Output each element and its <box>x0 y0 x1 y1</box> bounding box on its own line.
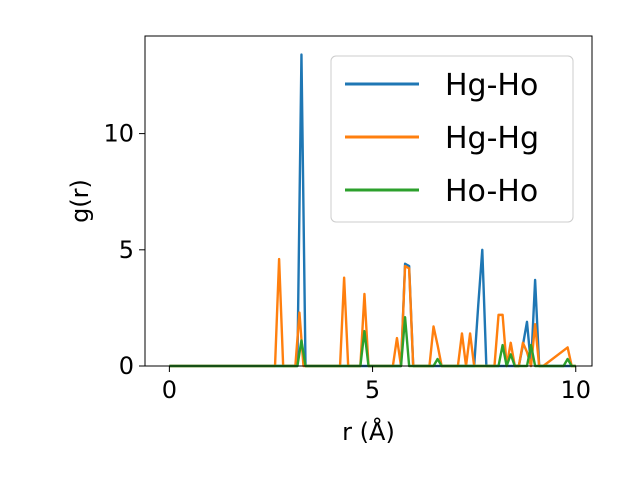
legend-label-hg-ho: Hg-Ho <box>445 68 538 103</box>
x-tick-label: 10 <box>560 376 591 404</box>
series-line-hg-hg <box>169 257 576 368</box>
plot-frame <box>144 35 593 367</box>
axes-layer: 0 5 10 0 5 10 r (Å) g(r) <box>66 35 593 446</box>
legend: Hg-Ho Hg-Hg Ho-Ho <box>330 55 574 223</box>
series-line-ho-ho <box>169 316 576 368</box>
legend-box <box>330 55 574 223</box>
y-axis-label: g(r) <box>66 179 94 223</box>
y-tick-label: 0 <box>119 352 134 380</box>
y-tick-label: 10 <box>103 120 134 148</box>
x-tick-label: 5 <box>365 376 380 404</box>
x-axis-label: r (Å) <box>342 417 395 446</box>
y-tick-label: 5 <box>119 236 134 264</box>
legend-label-hg-hg: Hg-Hg <box>445 121 539 156</box>
x-tick-label: 0 <box>162 376 177 404</box>
legend-label-ho-ho: Ho-Ho <box>445 174 538 209</box>
